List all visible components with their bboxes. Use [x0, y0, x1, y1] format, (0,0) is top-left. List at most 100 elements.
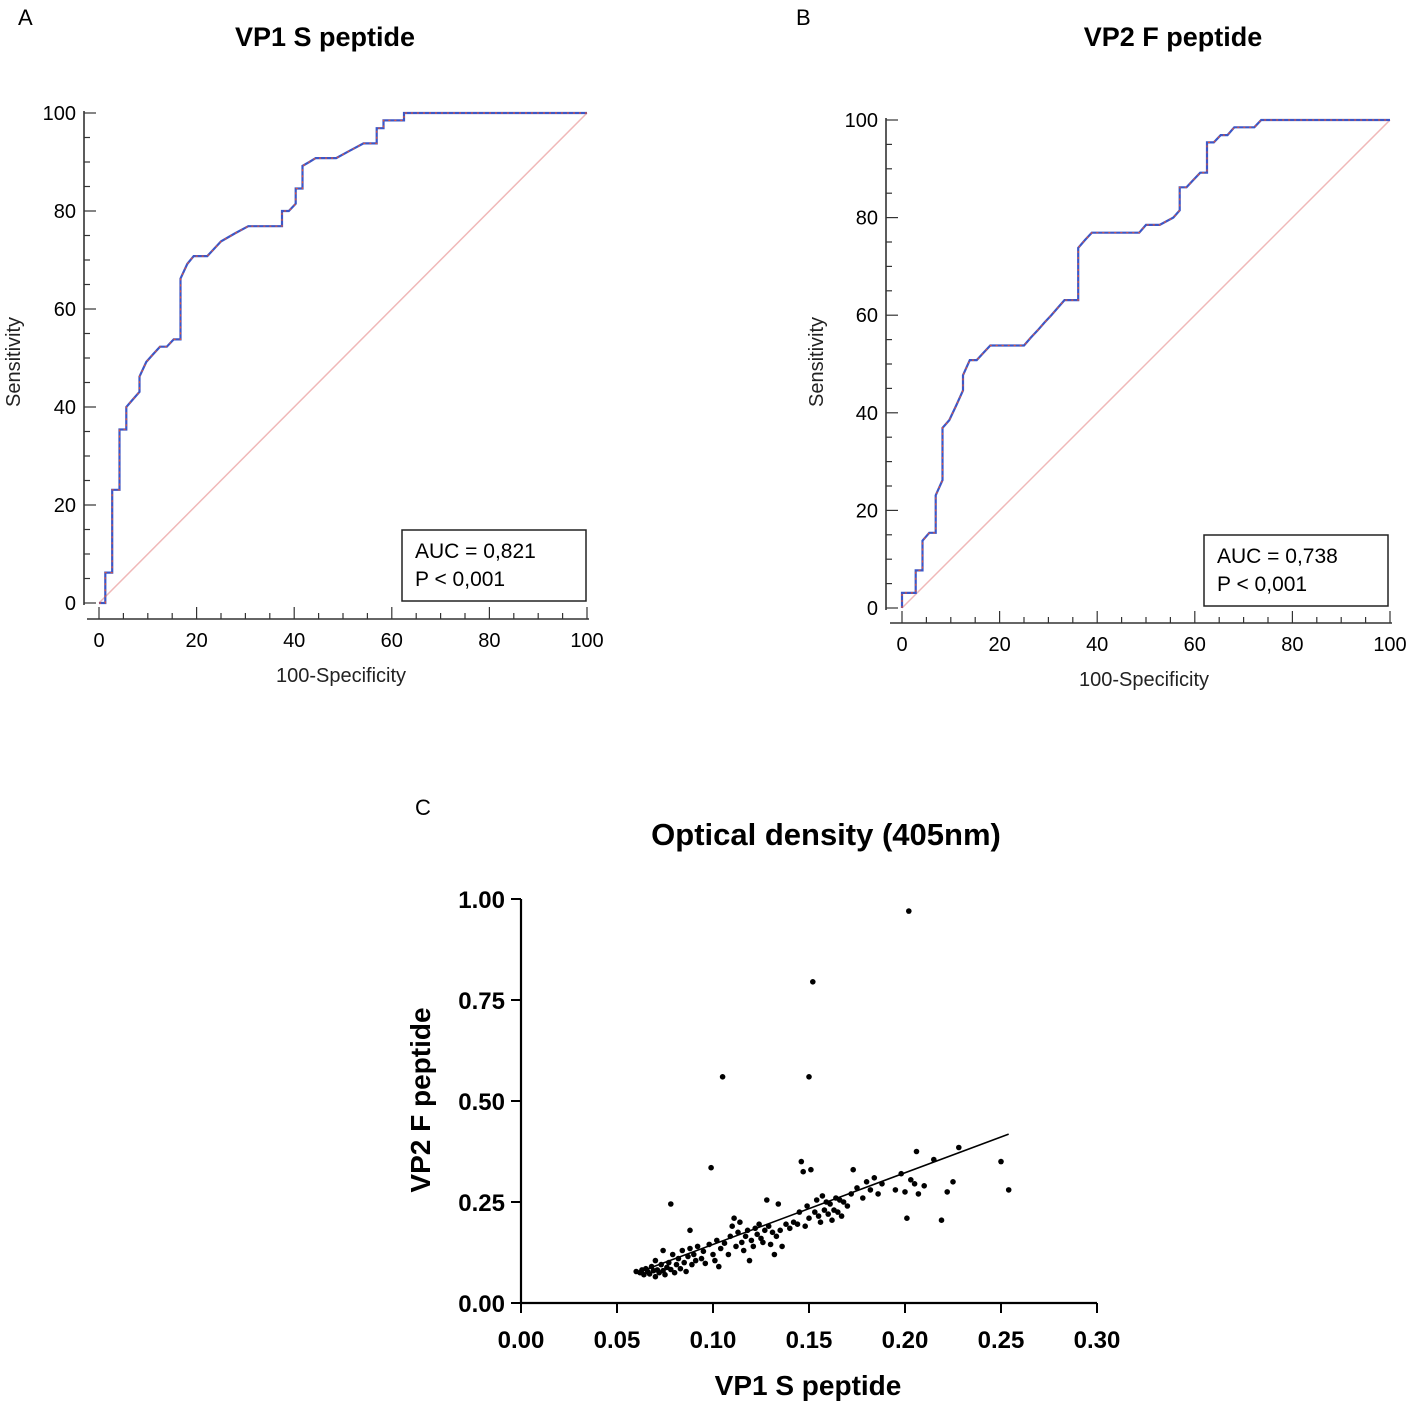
- scatter-point: [902, 1189, 908, 1195]
- scatter-point: [806, 1074, 812, 1080]
- panel-b-x-tick-label: 40: [1086, 634, 1108, 656]
- panel-b-auc-text: AUC = 0,738: [1217, 545, 1338, 568]
- scatter-point: [750, 1243, 757, 1250]
- scatter-point: [813, 1197, 820, 1203]
- scatter-point: [906, 908, 912, 914]
- scatter-point: [908, 1177, 914, 1183]
- scatter-point: [815, 1213, 822, 1219]
- scatter-point: [913, 1148, 920, 1155]
- scatter-point: [687, 1245, 693, 1252]
- scatter-point: [771, 1251, 778, 1258]
- scatter-point: [691, 1251, 697, 1258]
- scatter-point: [931, 1156, 937, 1163]
- scatter-point: [679, 1247, 686, 1254]
- panel-a-x-tick-label: 40: [283, 630, 305, 652]
- panel-c-y-tick-label: 0.00: [458, 1291, 505, 1318]
- scatter-point: [706, 1241, 712, 1248]
- scatter-point: [825, 1211, 831, 1217]
- panel-b-title: VP2 F peptide: [1084, 22, 1263, 52]
- scatter-point: [719, 1074, 726, 1080]
- panel-b-axes: [885, 118, 1392, 624]
- scatter-point: [804, 1203, 810, 1209]
- scatter-point: [746, 1257, 753, 1264]
- panel-a-y-tick-label: 40: [54, 397, 76, 419]
- scatter-point: [829, 1217, 835, 1223]
- panel-a: A VP1 S peptide 0 20 40 60 80 100 0 20 4…: [3, 5, 604, 687]
- scatter-point: [796, 1209, 803, 1215]
- panel-c-x-tick-label: 0.20: [882, 1327, 929, 1354]
- scatter-point: [673, 1261, 680, 1268]
- scatter-point: [658, 1261, 664, 1268]
- scatter-point: [671, 1269, 678, 1276]
- scatter-point: [740, 1247, 747, 1254]
- scatter-point: [817, 1219, 824, 1225]
- panel-b-annotation-box: AUC = 0,738 P < 0,001: [1203, 534, 1389, 607]
- panel-a-x-tick-label: 20: [185, 630, 207, 652]
- scatter-point: [731, 1215, 737, 1221]
- panel-b-x-tick-label: 80: [1281, 634, 1303, 656]
- scatter-point: [733, 1243, 739, 1250]
- panel-b-roc-curve: [900, 118, 1390, 608]
- scatter-point: [835, 1209, 841, 1215]
- scatter-point: [677, 1265, 684, 1272]
- scatter-point: [737, 1219, 743, 1225]
- scatter-point: [687, 1227, 693, 1234]
- scatter-point: [863, 1179, 870, 1185]
- scatter-point: [860, 1195, 866, 1201]
- panel-b-letter: B: [796, 5, 811, 30]
- scatter-point: [840, 1199, 847, 1205]
- panel-c-x-tick-label: 0.10: [690, 1327, 737, 1354]
- scatter-point: [798, 1158, 805, 1165]
- scatter-point: [714, 1237, 720, 1244]
- scatter-point: [698, 1255, 705, 1262]
- scatter-point: [911, 1181, 918, 1187]
- scatter-point: [787, 1225, 793, 1232]
- panel-c-x-axis-label: VP1 S peptide: [715, 1370, 902, 1401]
- scatter-point: [783, 1221, 789, 1227]
- panel-a-letter: A: [18, 5, 33, 30]
- panel-b-y-axis-label: Sensitivity: [806, 317, 828, 407]
- scatter-point: [752, 1225, 758, 1232]
- panel-c-y-tick-label: 0.50: [458, 1089, 505, 1116]
- panel-b-reference-line: [901, 119, 1391, 609]
- scatter-point: [827, 1201, 833, 1207]
- scatter-point: [727, 1233, 734, 1240]
- panel-c-y-axis-label: VP2 F peptide: [405, 1007, 436, 1192]
- scatter-point: [938, 1217, 945, 1223]
- panel-a-roc-curve-overlay: [99, 112, 587, 604]
- scatter-point: [735, 1229, 741, 1236]
- scatter-point: [742, 1233, 749, 1240]
- scatter-point: [773, 1233, 780, 1240]
- panel-b-x-tick-label: 20: [988, 634, 1010, 656]
- panel-a-y-tick-label: 0: [65, 593, 76, 615]
- scatter-point: [756, 1221, 762, 1227]
- panel-a-y-tick-labels: 0 20 40 60 80 100: [43, 103, 76, 615]
- panel-b-y-tick-label: 80: [856, 208, 878, 230]
- scatter-point: [652, 1273, 659, 1280]
- scatter-point: [956, 1144, 962, 1151]
- scatter-point: [915, 1191, 922, 1197]
- scatter-point: [692, 1257, 699, 1264]
- scatter-point: [764, 1197, 770, 1203]
- scatter-point: [819, 1193, 826, 1199]
- panel-c-x-tick-label: 0.00: [498, 1327, 545, 1354]
- panel-c-axes: [511, 898, 1098, 1313]
- panel-c-y-tick-labels: 0.00 0.25 0.50 0.75 1.00: [458, 887, 505, 1318]
- panel-b-x-axis-label: 100-Specificity: [1079, 669, 1209, 691]
- scatter-point: [802, 1223, 808, 1229]
- panel-a-axes: [83, 111, 589, 620]
- panel-b-y-tick-label: 0: [867, 598, 878, 620]
- scatter-point: [754, 1231, 760, 1238]
- scatter-point: [683, 1268, 689, 1275]
- panel-b-p-text: P < 0,001: [1217, 573, 1307, 596]
- scatter-point: [662, 1271, 668, 1278]
- panel-b-y-tick-labels: 0 20 40 60 80 100: [845, 110, 878, 620]
- scatter-point: [725, 1251, 732, 1258]
- scatter-point: [904, 1215, 910, 1221]
- panel-b-y-tick-label: 20: [856, 500, 878, 522]
- scatter-point: [668, 1201, 674, 1207]
- scatter-point: [812, 1209, 818, 1215]
- scatter-point: [867, 1187, 874, 1193]
- panel-c-regression-line: [635, 1133, 1009, 1274]
